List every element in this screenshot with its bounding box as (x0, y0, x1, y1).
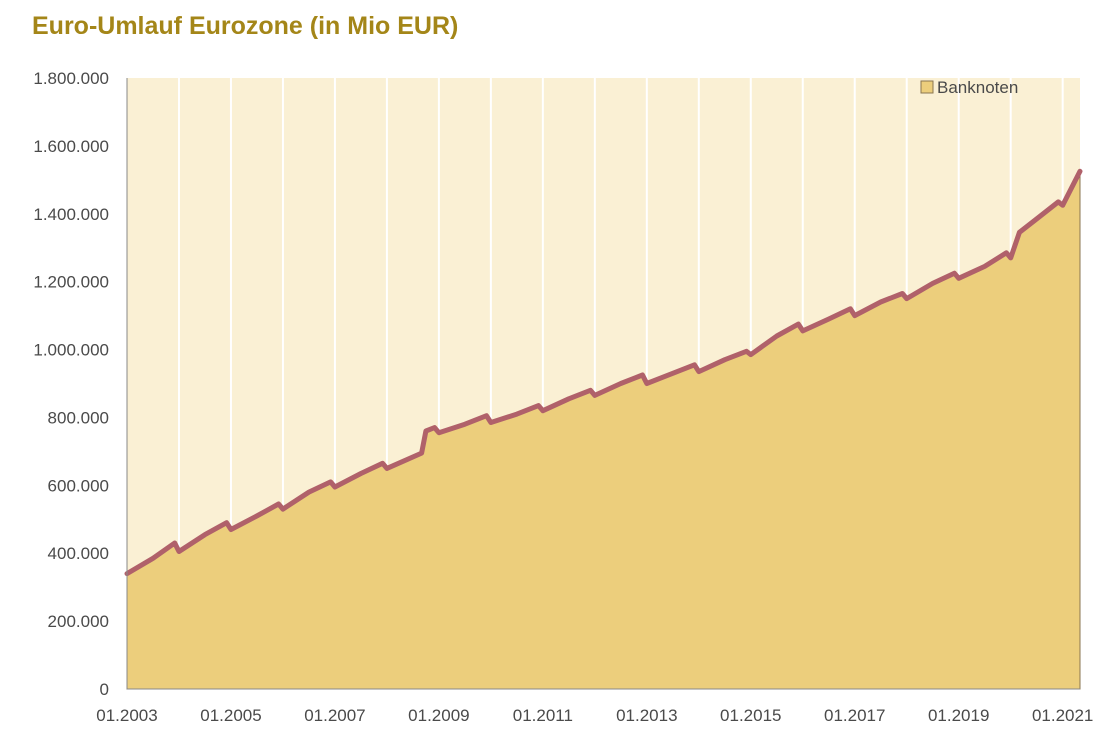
chart-title: Euro-Umlauf Eurozone (in Mio EUR) (32, 12, 459, 40)
x-tick-label: 01.2009 (408, 706, 469, 725)
x-tick-label: 01.2007 (304, 706, 365, 725)
legend-label-banknoten: Banknoten (937, 78, 1018, 97)
y-tick-label: 1.400.000 (33, 205, 109, 224)
y-tick-labels: 0 200.000 400.000 600.000 800.000 1.000.000 1.… (33, 69, 109, 699)
x-tick-label: 01.2015 (720, 706, 781, 725)
y-tick-label: 1.000.000 (33, 341, 109, 360)
x-tick-label: 01.2017 (824, 706, 885, 725)
x-tick-labels: 01.2003 01.2005 01.2007 01.2009 01.2011 01.20… (96, 706, 1093, 725)
y-tick-label: 1.200.000 (33, 273, 109, 292)
x-tick-label: 01.2011 (513, 706, 573, 725)
x-tick-label: 01.2013 (616, 706, 677, 725)
y-tick-label: 800.000 (48, 408, 109, 427)
legend: Banknoten (920, 78, 1018, 97)
x-tick-label: 01.2019 (928, 706, 989, 725)
y-tick-label: 1.800.000 (33, 69, 109, 88)
y-tick-label: 200.000 (48, 612, 109, 631)
x-tick-label: 01.2005 (200, 706, 261, 725)
y-tick-label: 0 (100, 680, 109, 699)
y-tick-label: 400.000 (48, 544, 109, 563)
x-tick-label: 01.2003 (96, 706, 157, 725)
y-tick-label: 1.600.000 (33, 137, 109, 156)
series-edge-banknoten (124, 168, 1083, 577)
y-tick-label: 600.000 (48, 476, 109, 495)
x-tick-label: 01.2021 (1032, 706, 1093, 725)
legend-swatch-banknoten (920, 80, 934, 94)
